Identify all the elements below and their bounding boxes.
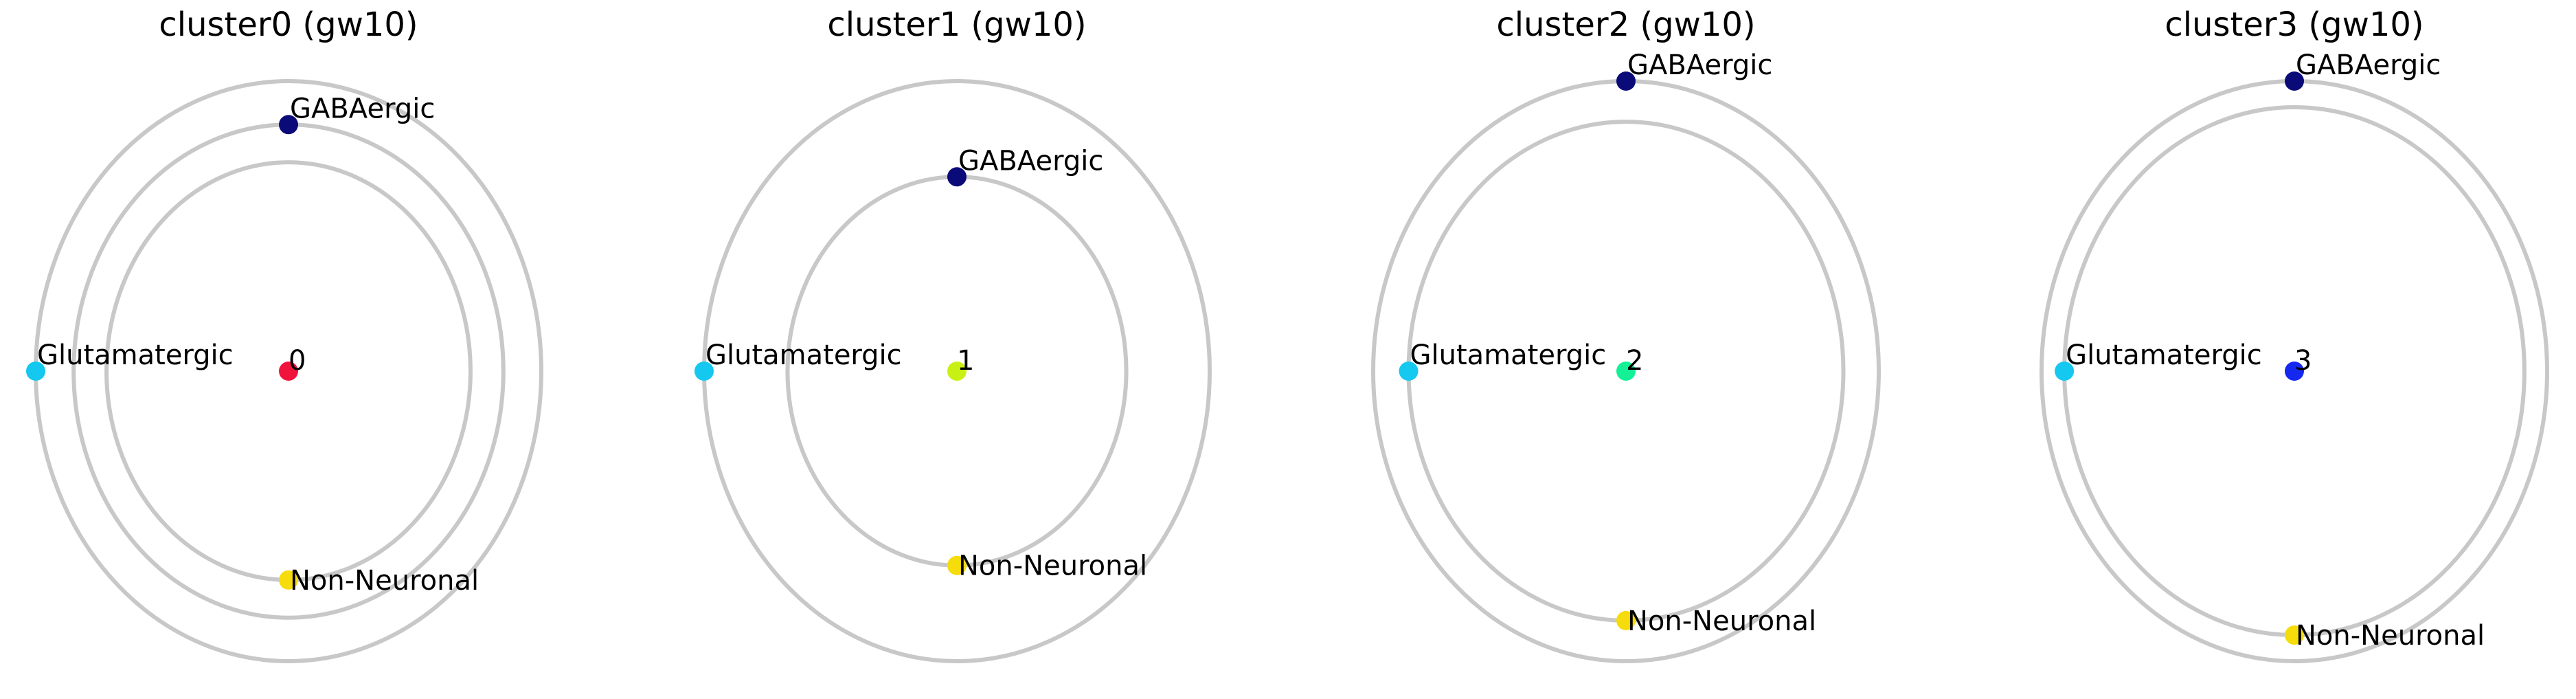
center-label: 3 (2294, 345, 2312, 377)
node-label: GABAergic (958, 145, 1103, 177)
node-label: Glutamatergic (705, 340, 902, 371)
node-point (1399, 362, 1419, 381)
node-point (26, 362, 45, 381)
node-point (1616, 71, 1636, 91)
node-label: Glutamatergic (1410, 340, 1607, 371)
chart-title: cluster1 (gw10) (827, 5, 1086, 44)
center-label: 2 (1626, 345, 1643, 377)
node-label: Non-Neuronal (2296, 620, 2485, 652)
node-label: GABAergic (290, 93, 435, 124)
center-point (2285, 362, 2304, 381)
node-point (1616, 610, 1636, 630)
chart-panel-2: cluster2 (gw10) 2 GABAergic Glutamatergic No… (1371, 5, 1881, 663)
node-point (279, 570, 298, 590)
chart-title: cluster3 (gw10) (2165, 5, 2424, 44)
node-point (694, 362, 714, 381)
node-point (947, 167, 967, 187)
chart-panel-1: cluster1 (gw10) 1 GABAergic Glutamatergic No… (694, 5, 1212, 663)
node-label: GABAergic (1627, 49, 1772, 81)
node-label: GABAergic (2296, 49, 2441, 81)
chart-panel-3: cluster3 (gw10) 3 GABAergic Glutamatergic No… (2040, 5, 2549, 663)
node-label: Non-Neuronal (1627, 606, 1816, 637)
node-label: Glutamatergic (2066, 340, 2262, 371)
chart-panel-0: cluster0 (gw10) 0 GABAergic Glutamatergic No… (26, 5, 543, 663)
center-point (1616, 362, 1636, 381)
node-point (2285, 625, 2304, 645)
chart-title: cluster0 (gw10) (159, 5, 418, 44)
node-point (2055, 362, 2075, 381)
chart-title: cluster2 (gw10) (1496, 5, 1755, 44)
center-label: 0 (289, 345, 306, 377)
node-label: Non-Neuronal (290, 565, 479, 597)
node-label: Non-Neuronal (958, 551, 1147, 582)
node-label: Glutamatergic (37, 340, 234, 371)
center-label: 1 (957, 345, 974, 377)
node-point (2285, 71, 2304, 91)
node-point (947, 555, 967, 575)
center-point (279, 362, 298, 381)
node-point (279, 115, 298, 135)
center-point (947, 362, 967, 381)
